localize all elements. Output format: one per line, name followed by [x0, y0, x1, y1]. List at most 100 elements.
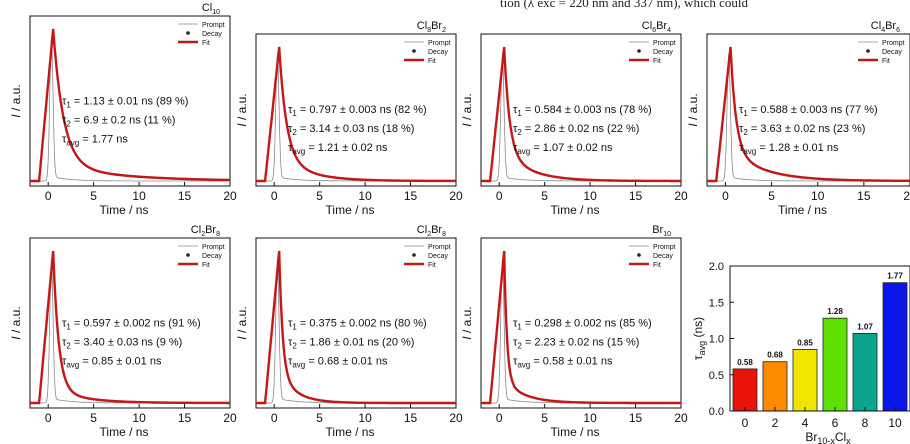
lifetime-annotation: τ2 = 3.63 ± 0.02 ns (23 %) — [739, 123, 865, 137]
x-tick-label: 15 — [404, 189, 418, 203]
lifetime-annotation: τ2 = 2.23 ± 0.02 ns (15 %) — [513, 336, 639, 350]
plot-frame — [480, 237, 682, 409]
x-tick-label: 2 — [772, 416, 779, 430]
bar — [792, 348, 818, 412]
x-tick-label: 15 — [404, 411, 418, 425]
y-axis-label: I / a.u. — [460, 93, 474, 126]
x-tick-label: 20 — [449, 411, 463, 425]
x-tick-label: 15 — [857, 189, 871, 203]
lifetime-annotation: τ1 = 0.298 ± 0.002 ns (85 %) — [513, 317, 652, 331]
legend-fit-label: Fit — [653, 58, 661, 65]
x-tick-label: 20 — [223, 411, 237, 425]
bar-value-label: 1.07 — [857, 322, 873, 331]
bar-value-label: 0.85 — [797, 338, 813, 347]
x-tick-label: 20 — [223, 189, 237, 203]
x-tick-label: 0 — [742, 416, 749, 430]
x-tick-label: 15 — [629, 411, 643, 425]
panel-label: Cl4Br6 — [871, 20, 900, 34]
plot-frame — [29, 15, 231, 187]
x-axis-label: Br10-xClx — [805, 430, 851, 444]
lifetime-annotation: τ1 = 0.375 ± 0.002 ns (80 %) — [288, 317, 427, 331]
x-tick-label: 5 — [316, 411, 323, 425]
prompt-curve — [30, 36, 230, 182]
panel-label: Cl2Br8 — [417, 224, 446, 238]
legend-prompt-label: Prompt — [202, 244, 225, 251]
lifetime-annotation: τ1 = 0.584 ± 0.003 ns (78 %) — [513, 104, 652, 118]
legend-fit-label: Fit — [428, 58, 436, 65]
x-tick-label: 10 — [888, 416, 902, 430]
decay-points — [33, 256, 231, 405]
x-tick-label: 5 — [541, 411, 548, 425]
decay-panel-3: 0 5 10 15 20 Time / ns I / a.u. Cl6Br4 Prompt Dec… — [460, 20, 688, 217]
prompt-curve — [256, 258, 456, 404]
legend-decay-swatch — [186, 31, 190, 35]
bar-panel-8: 0.58 0 0.68 2 0.85 4 1.28 6 1.07 8 1.77 10 0.0 0.5 1.0… — [691, 261, 910, 444]
y-axis-label: I / a.u. — [9, 306, 23, 339]
x-tick-label: 20 — [449, 189, 463, 203]
x-tick-label: 15 — [629, 189, 643, 203]
legend-decay-label: Decay — [653, 253, 673, 260]
y-tick-label: 1.0 — [709, 334, 724, 346]
header-text-fragment: tion (λ exc = 220 nm and 337 nm), which … — [500, 0, 748, 10]
lifetime-annotation: τ2 = 3.14 ± 0.03 ns (18 %) — [288, 123, 414, 137]
bar — [882, 282, 908, 412]
fit-curve — [707, 46, 910, 183]
x-tick-label: 8 — [862, 416, 869, 430]
legend-decay-label: Decay — [882, 49, 902, 56]
legend-prompt-label: Prompt — [653, 244, 676, 251]
y-tick-label: 0.0 — [709, 406, 724, 418]
lifetime-annotation: τ2 = 1.86 ± 0.01 ns (20 %) — [288, 336, 414, 350]
legend-decay-swatch — [412, 253, 416, 257]
x-tick-label: 0 — [271, 189, 278, 203]
x-tick-label: 15 — [178, 189, 192, 203]
lifetime-annotation: τavg = 1.07 ± 0.02 ns — [513, 142, 613, 156]
x-tick-label: 15 — [178, 411, 192, 425]
y-axis-label: τavg (ns) — [691, 317, 707, 360]
bar — [822, 317, 848, 412]
decay-points — [710, 51, 910, 183]
x-tick-label: 10 — [358, 189, 372, 203]
x-tick-label: 20 — [674, 189, 688, 203]
bar — [852, 332, 878, 412]
fit-curve — [30, 250, 230, 405]
x-tick-label: 0 — [45, 411, 52, 425]
y-tick-label: 1.5 — [709, 297, 724, 309]
prompt-curve — [481, 53, 681, 182]
fit-curve — [481, 250, 681, 405]
x-tick-label: 20 — [674, 411, 688, 425]
legend-decay-swatch — [866, 49, 870, 53]
fit-curve — [256, 250, 456, 405]
fit-curve — [30, 28, 230, 183]
y-axis-label: I / a.u. — [460, 306, 474, 339]
legend-decay-swatch — [637, 253, 641, 257]
lifetime-annotation: τavg = 1.28 ± 0.01 ns — [739, 142, 839, 156]
decay-panel-5: 0 5 10 15 20 Time / ns I / a.u. Cl2Br8 Prompt Dec… — [9, 224, 237, 439]
panel-label: Cl8Br2 — [417, 20, 446, 34]
legend-fit-label: Fit — [882, 58, 890, 65]
x-tick-label: 0 — [722, 189, 729, 203]
legend-prompt-label: Prompt — [428, 40, 451, 47]
x-tick-label: 5 — [90, 411, 97, 425]
legend-fit-label: Fit — [202, 40, 210, 47]
legend-decay-swatch — [412, 49, 416, 53]
lifetime-annotation: τavg = 1.21 ± 0.02 ns — [288, 142, 388, 156]
legend-fit-label: Fit — [653, 262, 661, 269]
x-tick-label: 10 — [132, 411, 146, 425]
lifetime-annotation: τ1 = 1.13 ± 0.01 ns (89 %) — [62, 95, 188, 109]
x-tick-label: 4 — [802, 416, 809, 430]
y-tick-label: 2.0 — [709, 261, 724, 273]
bar-value-label: 1.28 — [827, 307, 843, 316]
lifetime-annotation: τ1 = 0.797 ± 0.003 ns (82 %) — [288, 104, 427, 118]
legend-decay-label: Decay — [202, 253, 222, 260]
decay-points — [484, 51, 682, 183]
fit-curve — [256, 46, 457, 183]
lifetime-annotation: τavg = 0.85 ± 0.01 ns — [62, 355, 162, 369]
decay-panel-4: 0 5 10 15 20 Time / ns I / a.u. Cl4Br6 Prompt Dec… — [686, 20, 910, 217]
panel-label: Cl6Br4 — [642, 20, 671, 34]
panel-label: Cl2Br8 — [191, 224, 220, 238]
prompt-curve — [707, 53, 910, 182]
y-axis-label: I / a.u. — [9, 84, 23, 117]
x-tick-label: 0 — [271, 411, 278, 425]
legend-decay-swatch — [637, 49, 641, 53]
